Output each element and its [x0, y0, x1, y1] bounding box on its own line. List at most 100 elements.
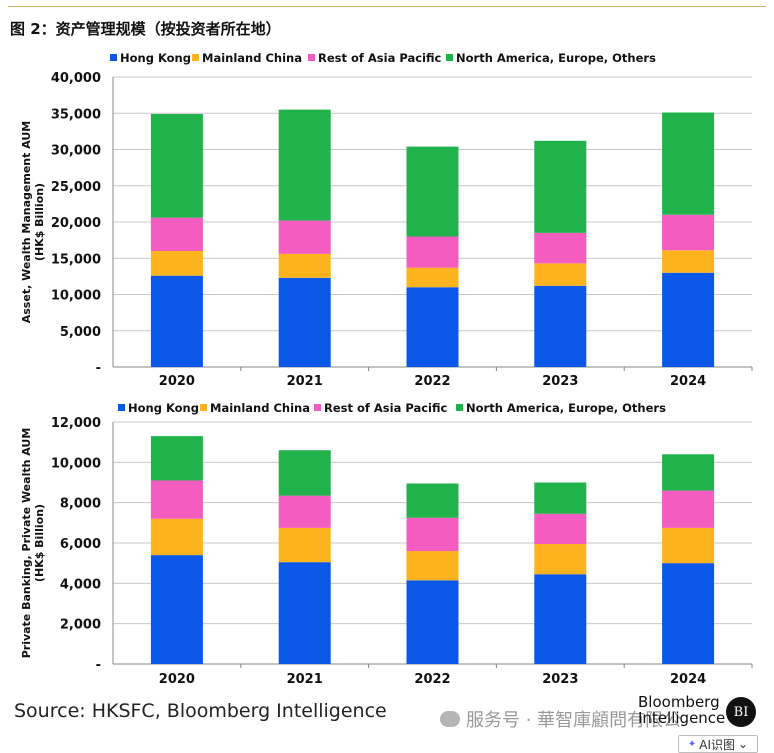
bar-segment	[662, 272, 715, 367]
bar-segment	[534, 232, 587, 264]
y-tick-label: -	[96, 658, 101, 673]
x-tick-label: 2024	[670, 374, 706, 389]
y-tick-label: 4,000	[60, 577, 101, 592]
legend-label: North America, Europe, Others	[466, 401, 666, 415]
figure-title: 图 2：资产管理规模（按投资者所在地）	[10, 20, 281, 38]
legend-swatch	[192, 54, 199, 61]
bar-segment	[150, 555, 203, 664]
bar-segment	[406, 551, 459, 581]
bi-badge: BI	[726, 697, 756, 727]
bar-segment	[534, 574, 587, 664]
x-tick-label: 2022	[414, 374, 450, 389]
legend-swatch	[314, 404, 321, 411]
legend-label: Rest of Asia Pacific	[318, 51, 442, 65]
bar-segment	[150, 436, 203, 481]
bar-segment	[662, 250, 715, 273]
bar-segment	[150, 217, 203, 251]
y-tick-label: 12,000	[51, 416, 101, 431]
ai-recognize-label: AI识图	[699, 737, 736, 752]
watermark-text: 服务号 · 華智庫顧問有限公	[466, 710, 682, 731]
legend-swatch	[110, 54, 117, 61]
bar-segment	[406, 287, 459, 367]
bar-segment	[662, 490, 715, 528]
legend-swatch	[446, 54, 453, 61]
bar-segment	[278, 495, 331, 528]
x-tick-label: 2024	[670, 672, 706, 687]
y-tick-label: 15,000	[51, 252, 101, 267]
bar-segment	[534, 285, 587, 367]
x-tick-label: 2022	[414, 672, 450, 687]
bar-segment	[406, 146, 459, 237]
bar-segment	[406, 517, 459, 552]
legend-label: North America, Europe, Others	[456, 51, 656, 65]
bar-segment	[278, 277, 331, 367]
y-tick-label: 5,000	[60, 325, 101, 340]
bar-segment	[406, 267, 459, 288]
y-tick-label: 8,000	[60, 497, 101, 512]
bar-segment	[662, 454, 715, 491]
bloomberg-logo: Bloomberg Intelligence	[638, 694, 725, 726]
bar-segment	[662, 112, 715, 215]
bar-segment	[534, 140, 587, 233]
y-tick-label: 6,000	[60, 537, 101, 552]
legend-label: Hong Kong	[120, 51, 191, 65]
bar-segment	[534, 482, 587, 514]
bar-segment	[406, 580, 459, 664]
chevron-down-icon: ⌄	[738, 737, 749, 751]
y-tick-label: 40,000	[51, 71, 101, 86]
legend-label: Mainland China	[202, 51, 302, 65]
bar-segment	[278, 220, 331, 254]
bar-segment	[662, 563, 715, 664]
x-tick-label: 2023	[542, 672, 578, 687]
y-tick-label: 35,000	[51, 107, 101, 122]
sparkle-icon: ✦	[687, 738, 697, 750]
x-tick-label: 2023	[542, 374, 578, 389]
y-axis-title-unit: (HK$ Billion)	[33, 183, 46, 261]
legend-swatch	[456, 404, 463, 411]
bar-segment	[150, 251, 203, 276]
bar-segment	[278, 253, 331, 278]
bar-segment	[662, 527, 715, 564]
bloomberg-logo-line2: Intelligence	[638, 709, 726, 727]
bar-segment	[534, 263, 587, 286]
y-axis-title: Private Banking, Private Wealth AUM	[20, 428, 33, 659]
x-tick-label: 2020	[159, 374, 195, 389]
legend-label: Hong Kong	[128, 401, 199, 415]
bar-segment	[150, 480, 203, 519]
bar-segment	[150, 113, 203, 218]
legend-label: Rest of Asia Pacific	[324, 401, 448, 415]
x-tick-label: 2020	[159, 672, 195, 687]
bar-segment	[150, 518, 203, 556]
bloomberg-logo-line1: Bloomberg	[638, 693, 720, 711]
x-tick-label: 2021	[287, 374, 323, 389]
y-tick-label: 20,000	[51, 216, 101, 231]
bar-segment	[278, 527, 331, 563]
bar-segment	[278, 109, 331, 221]
x-tick-label: 2021	[287, 672, 323, 687]
bar-segment	[150, 275, 203, 367]
bar-segment	[406, 236, 459, 268]
watermark: 服务号 · 華智庫顧問有限公	[440, 706, 681, 732]
bar-segment	[534, 513, 587, 545]
top-rule	[8, 6, 766, 7]
y-axis-title: Asset, Wealth Management AUM	[20, 121, 33, 324]
bar-segment	[278, 450, 331, 496]
y-tick-label: -	[96, 361, 101, 376]
y-tick-label: 30,000	[51, 144, 101, 159]
bar-segment	[278, 562, 331, 664]
bar-segment	[662, 214, 715, 251]
legend-swatch	[200, 404, 207, 411]
wechat-icon	[440, 711, 460, 727]
y-tick-label: 10,000	[51, 456, 101, 471]
legend-swatch	[308, 54, 315, 61]
bar-segment	[406, 483, 459, 518]
legend-label: Mainland China	[210, 401, 310, 415]
y-tick-label: 10,000	[51, 289, 101, 304]
y-tick-label: 2,000	[60, 618, 101, 633]
bar-segment	[534, 544, 587, 575]
y-axis-title-unit: (HK$ Billion)	[33, 504, 46, 582]
ai-recognize-button[interactable]: ✦ AI识图 ⌄	[678, 735, 758, 753]
source-note: Source: HKSFC, Bloomberg Intelligence	[14, 700, 387, 722]
y-tick-label: 25,000	[51, 180, 101, 195]
